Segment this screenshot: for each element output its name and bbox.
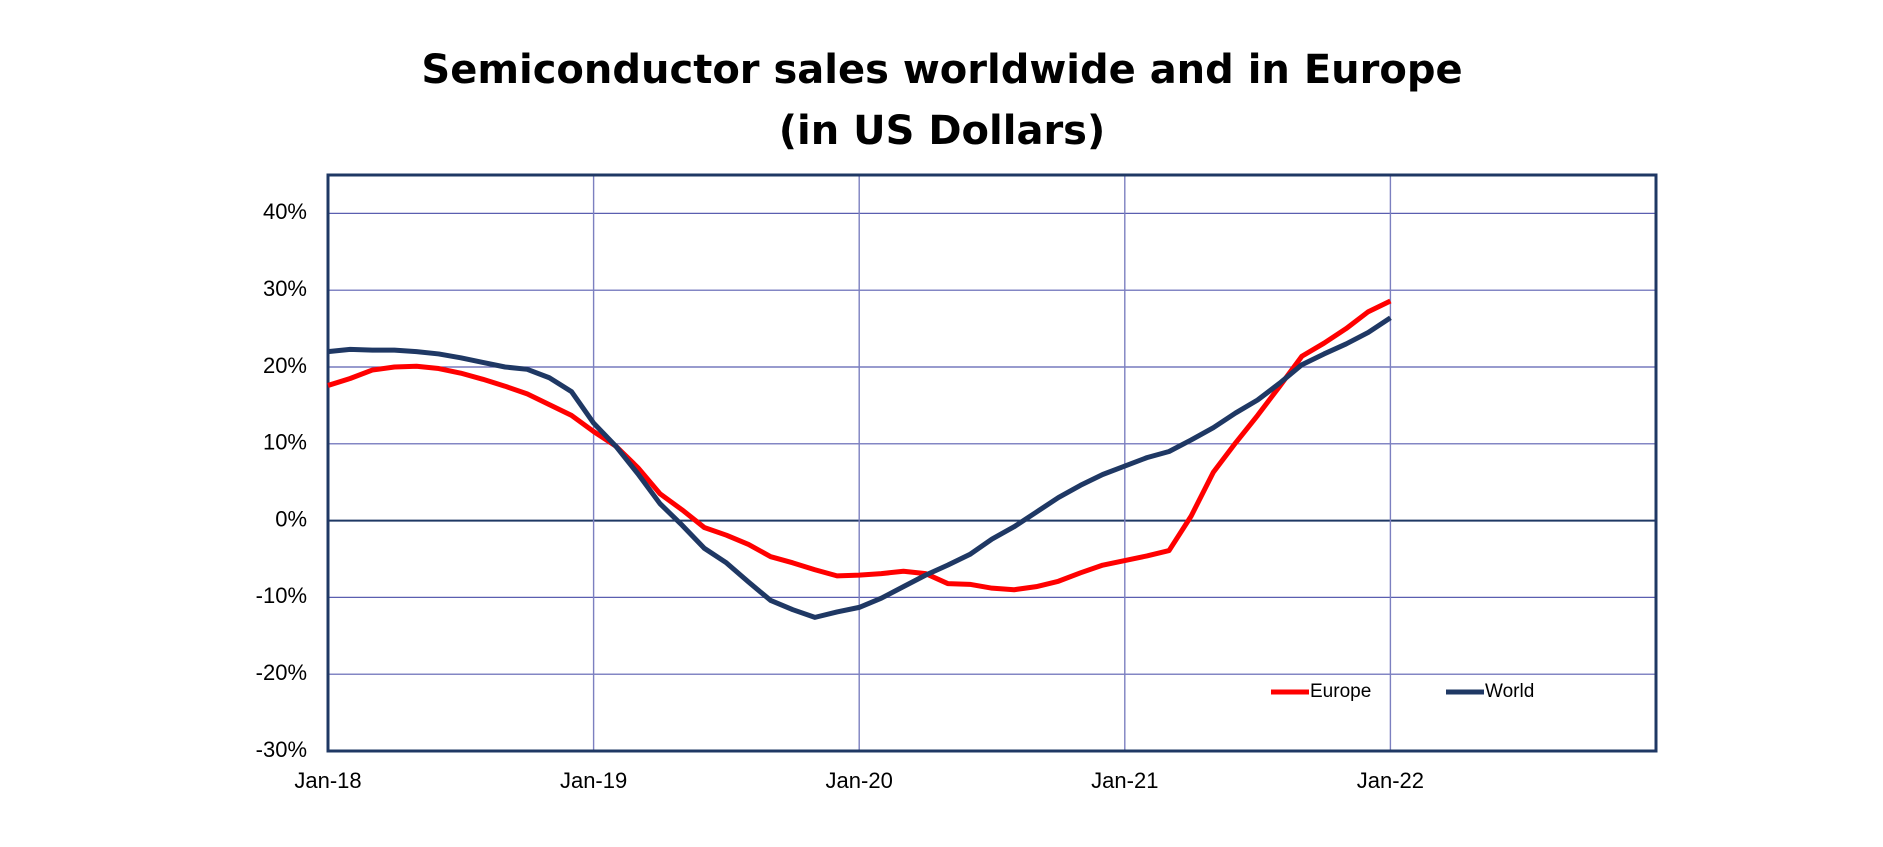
x-tick-label: Jan-19 <box>560 768 627 793</box>
x-tick-label: Jan-22 <box>1357 768 1424 793</box>
plot-border <box>326 173 1658 753</box>
x-tick-label: Jan-21 <box>1091 768 1158 793</box>
y-tick-label: -20% <box>256 660 307 685</box>
line-series <box>327 315 1392 620</box>
chart-title: Semiconductor sales worldwide and in Eur… <box>421 47 1462 93</box>
y-tick-label: -30% <box>256 737 307 762</box>
line-series <box>327 298 1392 593</box>
y-tick-label: 0% <box>275 506 307 531</box>
y-tick-label: 30% <box>263 276 307 301</box>
y-tick-label: 40% <box>263 199 307 224</box>
legend-label: World <box>1485 681 1534 702</box>
y-tick-label: 20% <box>263 353 307 378</box>
legend-label: Europe <box>1310 681 1371 702</box>
x-tick-label: Jan-20 <box>826 768 893 793</box>
x-tick-label: Jan-18 <box>294 768 361 793</box>
chart-subtitle: (in US Dollars) <box>779 108 1106 154</box>
y-tick-label: 10% <box>263 430 307 455</box>
y-tick-label: -10% <box>256 583 307 608</box>
